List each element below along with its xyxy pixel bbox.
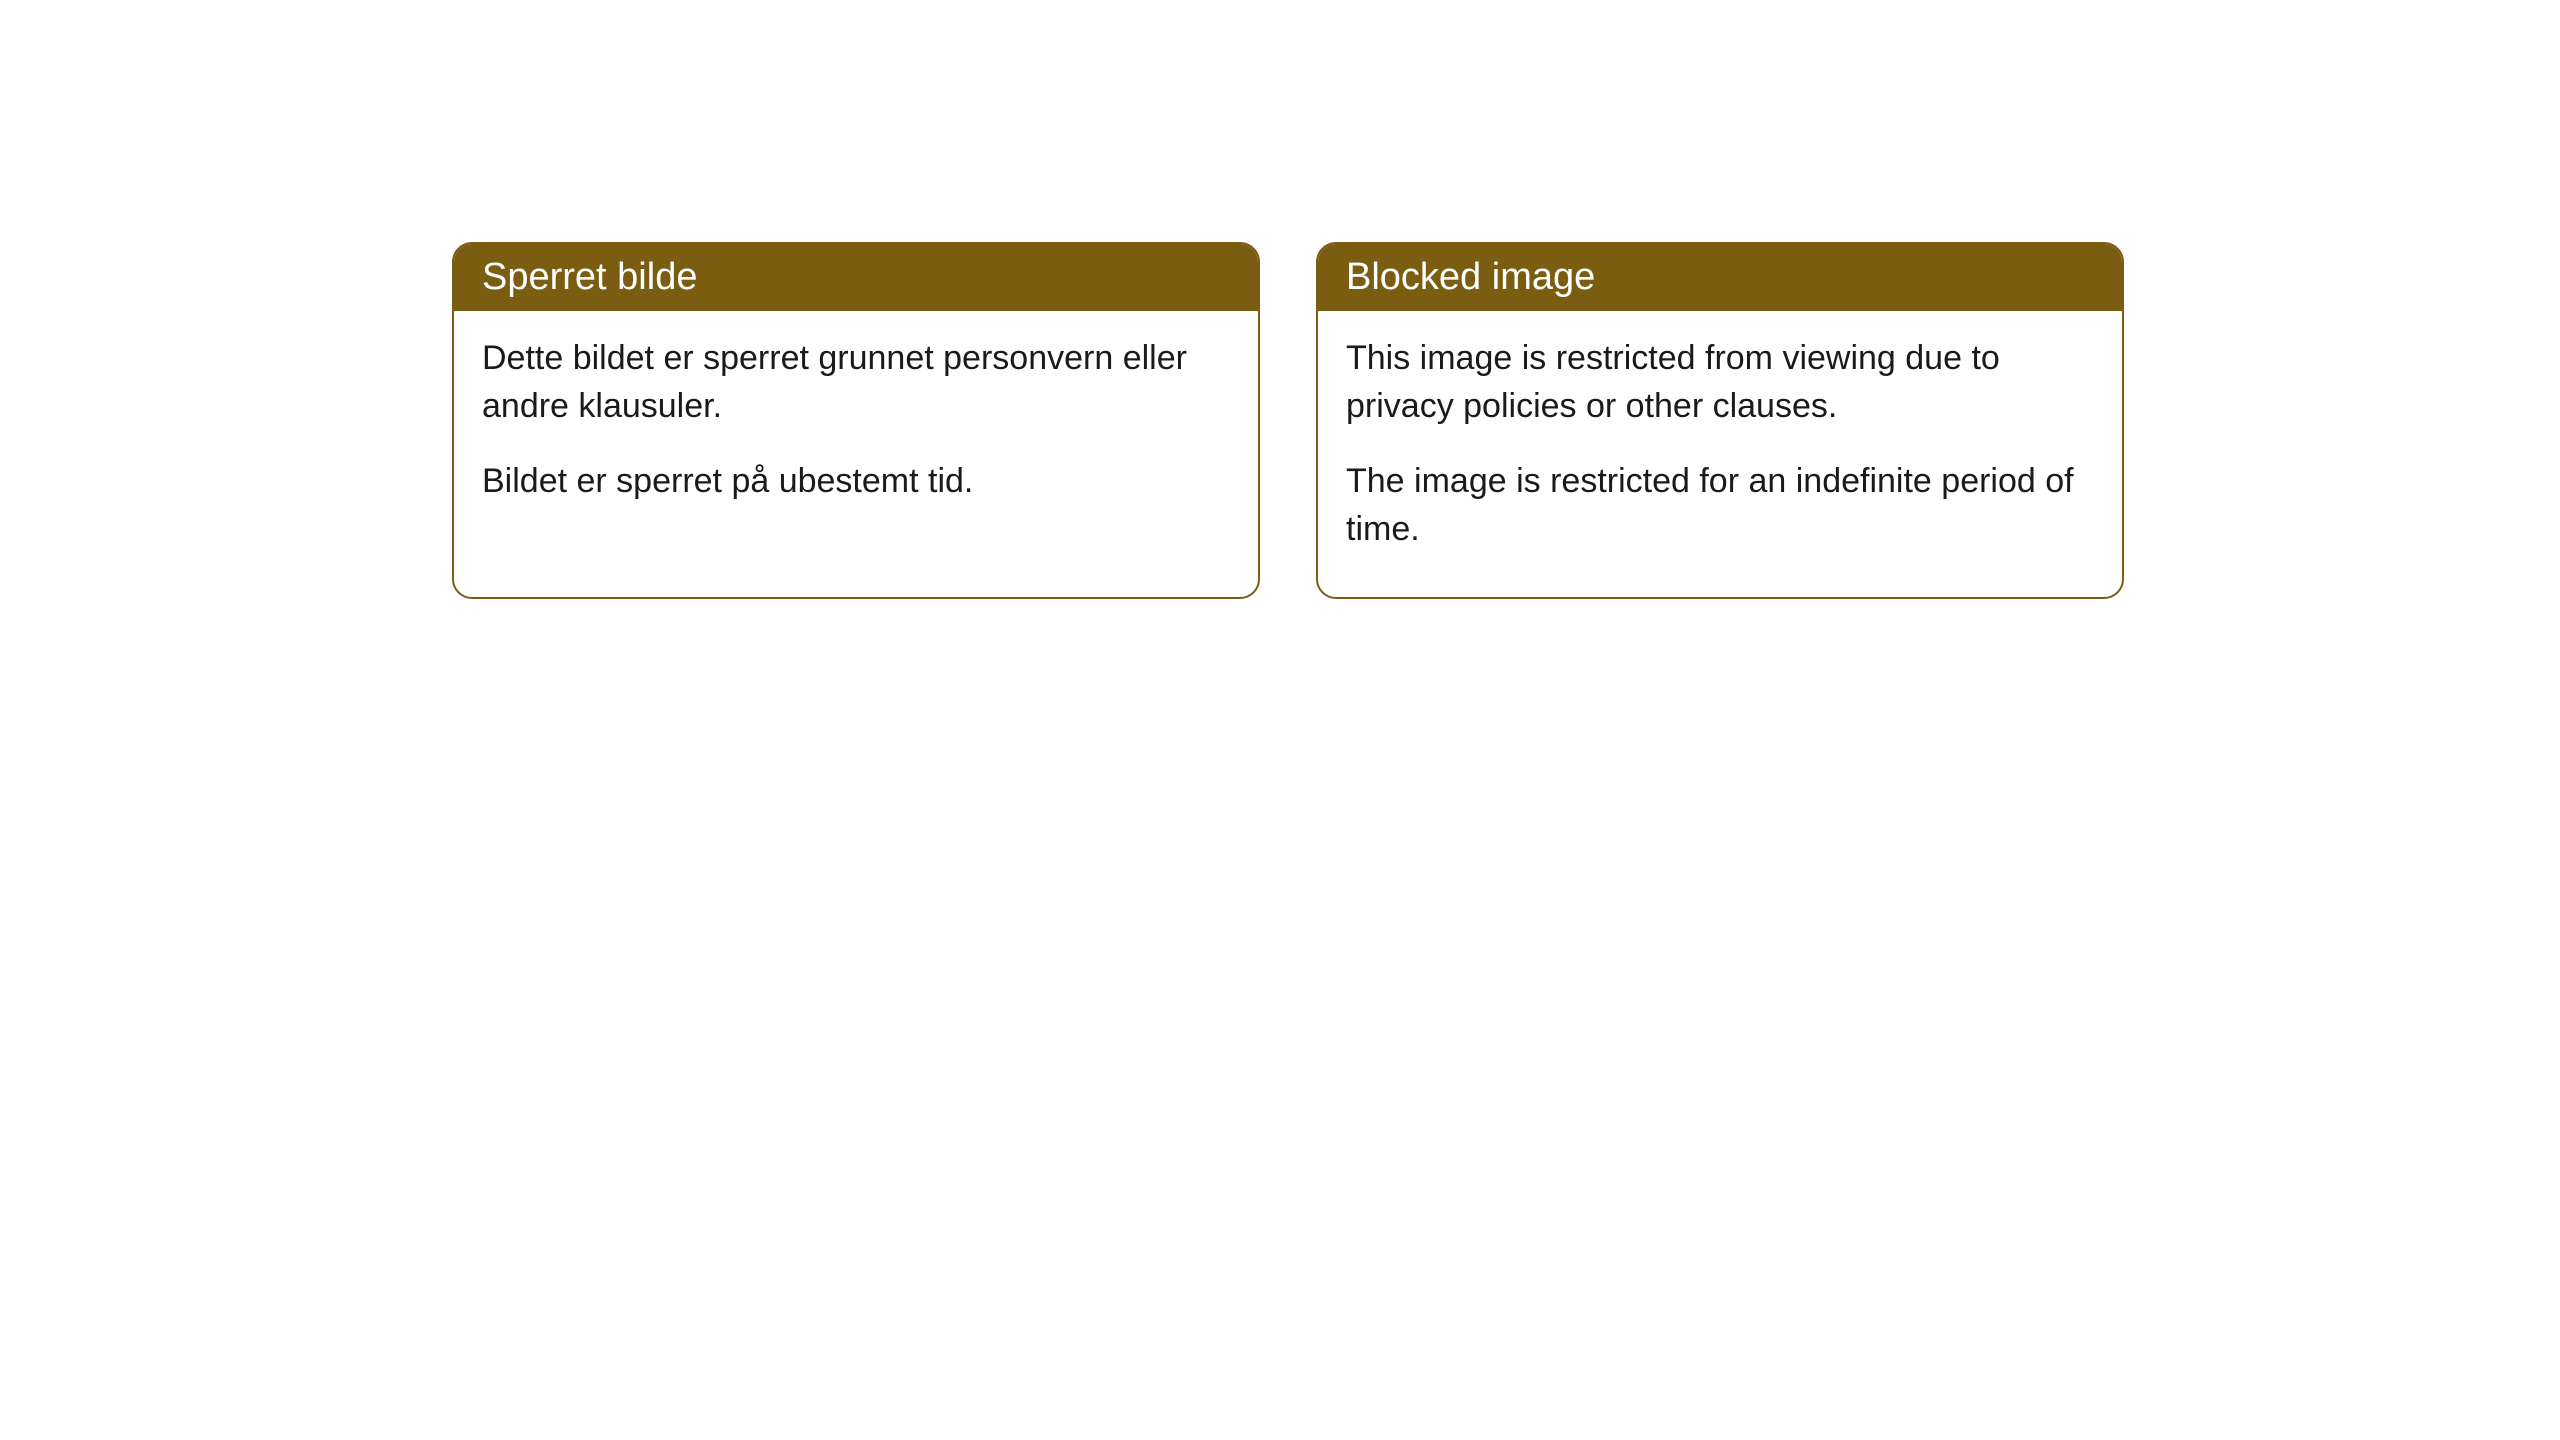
card-body: Dette bildet er sperret grunnet personve… [454,311,1258,550]
card-paragraph: Dette bildet er sperret grunnet personve… [482,335,1230,430]
card-paragraph: This image is restricted from viewing du… [1346,335,2094,430]
notice-cards-container: Sperret bilde Dette bildet er sperret gr… [452,242,2124,599]
card-paragraph: The image is restricted for an indefinit… [1346,458,2094,553]
notice-card-norwegian: Sperret bilde Dette bildet er sperret gr… [452,242,1260,599]
card-paragraph: Bildet er sperret på ubestemt tid. [482,458,1230,506]
card-header: Sperret bilde [454,244,1258,311]
card-header: Blocked image [1318,244,2122,311]
card-body: This image is restricted from viewing du… [1318,311,2122,597]
notice-card-english: Blocked image This image is restricted f… [1316,242,2124,599]
